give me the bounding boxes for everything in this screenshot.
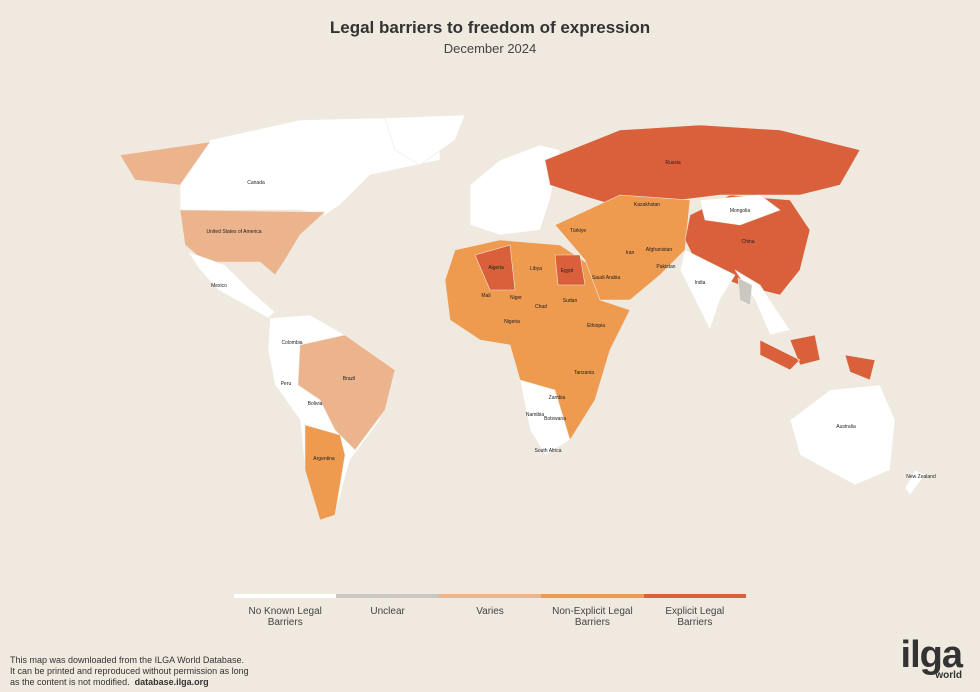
map-label: Egypt bbox=[561, 268, 574, 274]
map-label: Chad bbox=[535, 304, 547, 310]
map-label: Namibia bbox=[526, 412, 545, 418]
logo: ilga world bbox=[900, 634, 963, 681]
map-label: Nigeria bbox=[504, 319, 520, 325]
map-label: Pakistan bbox=[656, 264, 675, 270]
footer-line: This map was downloaded from the ILGA Wo… bbox=[10, 655, 244, 665]
map-label: Peru bbox=[281, 381, 292, 387]
legend-swatch bbox=[643, 594, 747, 598]
world-map: Canada United States of America Mexico C… bbox=[119, 114, 936, 521]
footer-link[interactable]: database.ilga.org bbox=[134, 677, 209, 687]
map-label: India bbox=[695, 280, 706, 286]
map-label: Afghanistan bbox=[646, 247, 673, 253]
map-label: Australia bbox=[836, 424, 856, 430]
legend-label: Explicit Legal Barriers bbox=[665, 606, 725, 628]
logo-tagline: world bbox=[935, 670, 962, 681]
map-label: Tanzania bbox=[574, 370, 594, 376]
legend: No Known Legal Barriers Unclear Varies Non-… bbox=[234, 594, 747, 628]
legend-item: Varies bbox=[438, 594, 542, 628]
map-label: Botswana bbox=[544, 416, 566, 422]
subtitle: December 2024 bbox=[443, 41, 537, 56]
map-label: Kazakhstan bbox=[634, 202, 660, 208]
map-label: New Zealand bbox=[906, 474, 936, 480]
title: Legal barriers to freedom of expression bbox=[329, 18, 651, 37]
map-label: Canada bbox=[247, 180, 265, 186]
map-label: Colombia bbox=[281, 340, 302, 346]
map-label: Mali bbox=[481, 293, 490, 299]
footer: This map was downloaded from the ILGA Wo… bbox=[10, 655, 249, 688]
legend-item: Unclear bbox=[336, 594, 439, 628]
map-label: Russia bbox=[665, 160, 681, 166]
map-label: Ethiopia bbox=[587, 323, 605, 329]
legend-swatch bbox=[234, 594, 337, 598]
footer-line: It can be printed and reproduced without… bbox=[10, 666, 249, 676]
legend-label: Non-Explicit Legal Barriers bbox=[552, 606, 633, 628]
legend-swatch bbox=[336, 594, 439, 598]
legend-item: Explicit Legal Barriers bbox=[643, 594, 747, 628]
map-label: Mongolia bbox=[730, 208, 751, 214]
map-label: Brazil bbox=[343, 376, 356, 382]
map-label: China bbox=[741, 239, 754, 245]
map-label: United States of America bbox=[206, 229, 261, 235]
map-label: South Africa bbox=[535, 448, 562, 454]
map-label: Bolivia bbox=[308, 401, 323, 407]
map-label: Sudan bbox=[563, 298, 578, 304]
logo-name: ilga bbox=[900, 634, 963, 676]
map-label: Niger bbox=[510, 295, 522, 301]
map-label: Libya bbox=[530, 266, 542, 272]
legend-item: No Known Legal Barriers bbox=[234, 594, 337, 628]
legend-swatch bbox=[438, 594, 542, 598]
legend-label: No Known Legal Barriers bbox=[248, 606, 322, 628]
legend-label: Unclear bbox=[370, 606, 405, 617]
map-label: Iran bbox=[626, 250, 635, 256]
map-label: Algeria bbox=[488, 265, 504, 271]
legend-swatch bbox=[541, 594, 644, 598]
map-label: Argentina bbox=[313, 456, 335, 462]
legend-label: Varies bbox=[476, 606, 504, 617]
footer-line: as the content is not modified. bbox=[10, 677, 130, 687]
map-label: Mexico bbox=[211, 283, 227, 289]
map-label: Zambia bbox=[549, 395, 566, 401]
legend-item: Non-Explicit Legal Barriers bbox=[541, 594, 644, 628]
map-label: Saudi Arabia bbox=[592, 275, 621, 281]
map-label: Türkiye bbox=[570, 228, 587, 234]
